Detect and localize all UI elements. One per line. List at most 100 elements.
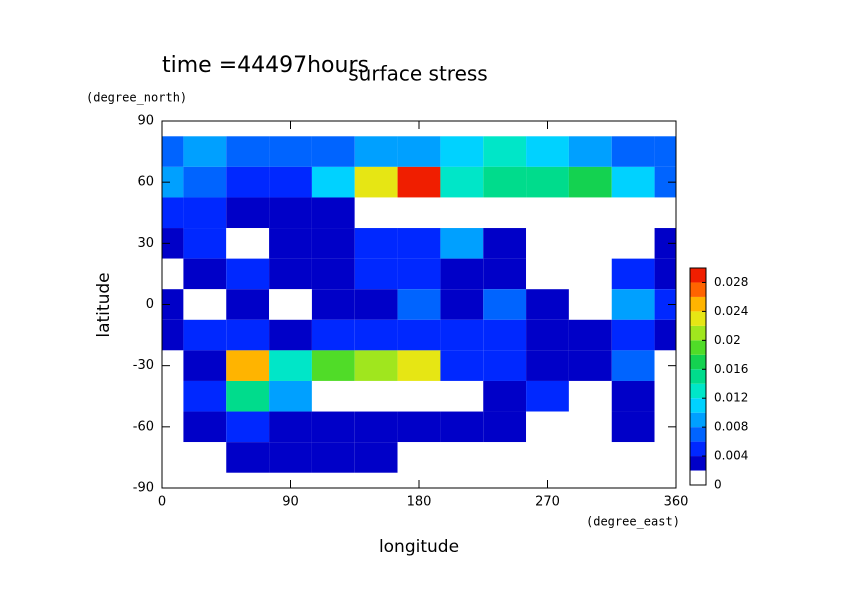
contour-cell [654,228,676,259]
contour-cell [654,136,676,167]
colorbar-swatch [690,340,706,355]
contour-cell [226,380,270,412]
contour-cell [654,319,676,351]
contour-cell [397,197,441,229]
contour-cell [440,166,484,198]
contour-cell [526,442,569,473]
contour-cell [483,289,527,320]
contour-cell [183,289,227,320]
contour-cell [440,411,484,443]
contour-cell [568,136,612,167]
contour-cell [526,258,569,290]
chart-title: surface stress [348,62,487,86]
contour-cell [654,166,676,198]
contour-cell [162,258,184,290]
contour-cell [354,442,398,473]
colorbar-tick-label: 0 [714,478,722,492]
contour-cell [162,197,184,229]
contour-cell [183,442,227,473]
colorbar-tick-label: 0.004 [714,449,748,463]
contour-cell [568,380,612,412]
contour-cell [226,411,270,443]
contour-cell [611,350,655,381]
contour-cell [183,166,227,198]
contour-cell [354,136,398,167]
contour-cell [526,350,569,381]
x-tick-label: 180 [407,495,432,510]
contour-cell [269,411,312,443]
contour-cell [354,380,398,412]
y-tick-label: -30 [133,358,154,373]
contour-cell [162,350,184,381]
x-tick-label: 90 [282,495,299,510]
contour-cell [354,289,398,320]
contour-cell [226,319,270,351]
colorbar-swatch [690,470,706,485]
contour-cell [397,442,441,473]
contour-cell [311,289,355,320]
contour-cell [183,411,227,443]
contour-cell [440,289,484,320]
colorbar-swatch [690,268,706,283]
contour-cell [269,166,312,198]
contour-cell [397,166,441,198]
colorbar-swatch [690,412,706,428]
contour-cell [226,258,270,290]
contour-cell [162,228,184,259]
contour-cell [611,258,655,290]
contour-cell [226,197,270,229]
contour-cell [354,258,398,290]
contour-cell [183,136,227,167]
contour-cell [568,411,612,443]
contour-cell [269,350,312,381]
contour-cell [611,197,655,229]
colorbar-swatch [690,369,706,384]
contour-cell [526,197,569,229]
colorbar-tick-label: 0.024 [714,304,748,318]
colorbar-swatch [690,427,706,442]
contour-cell [568,350,612,381]
contour-cell [654,197,676,229]
contour-cell [483,258,527,290]
contour-cell [440,442,484,473]
contour-cell [269,289,312,320]
contour-cell [183,258,227,290]
chart-subtitle: time =44497hours [162,53,369,78]
contour-cell [269,380,312,412]
contour-cell [311,136,355,167]
contour-cell [162,380,184,412]
colorbar-swatch [690,354,706,370]
contour-cell [269,136,312,167]
contour-cell [397,136,441,167]
contour-cell [611,136,655,167]
contour-cell [483,380,527,412]
contour-cell [397,319,441,351]
contour-cell [483,136,527,167]
contour-cell [654,289,676,320]
contour-cell [311,319,355,351]
contour-cell [269,258,312,290]
contour-cell [440,380,484,412]
colorbar-tick-label: 0.028 [714,275,748,289]
contour-cell [568,258,612,290]
contour-cell [183,197,227,229]
colorbar-swatch [690,456,706,471]
contour-cell [269,319,312,351]
contour-cell [162,411,184,443]
contour-cell [269,197,312,229]
contour-cell [311,166,355,198]
contour-cell [311,228,355,259]
colorbar-swatch [690,383,706,399]
contour-cell [611,166,655,198]
contour-cell [568,319,612,351]
contour-cell [483,411,527,443]
contour-cell [311,258,355,290]
contour-cell [526,411,569,443]
contour-cell [654,411,676,443]
contour-cell [611,411,655,443]
colorbar-swatch [690,282,706,297]
y-unit: (degree_north) [86,91,187,105]
contour-cell [568,197,612,229]
x-tick-label: 0 [158,495,166,510]
